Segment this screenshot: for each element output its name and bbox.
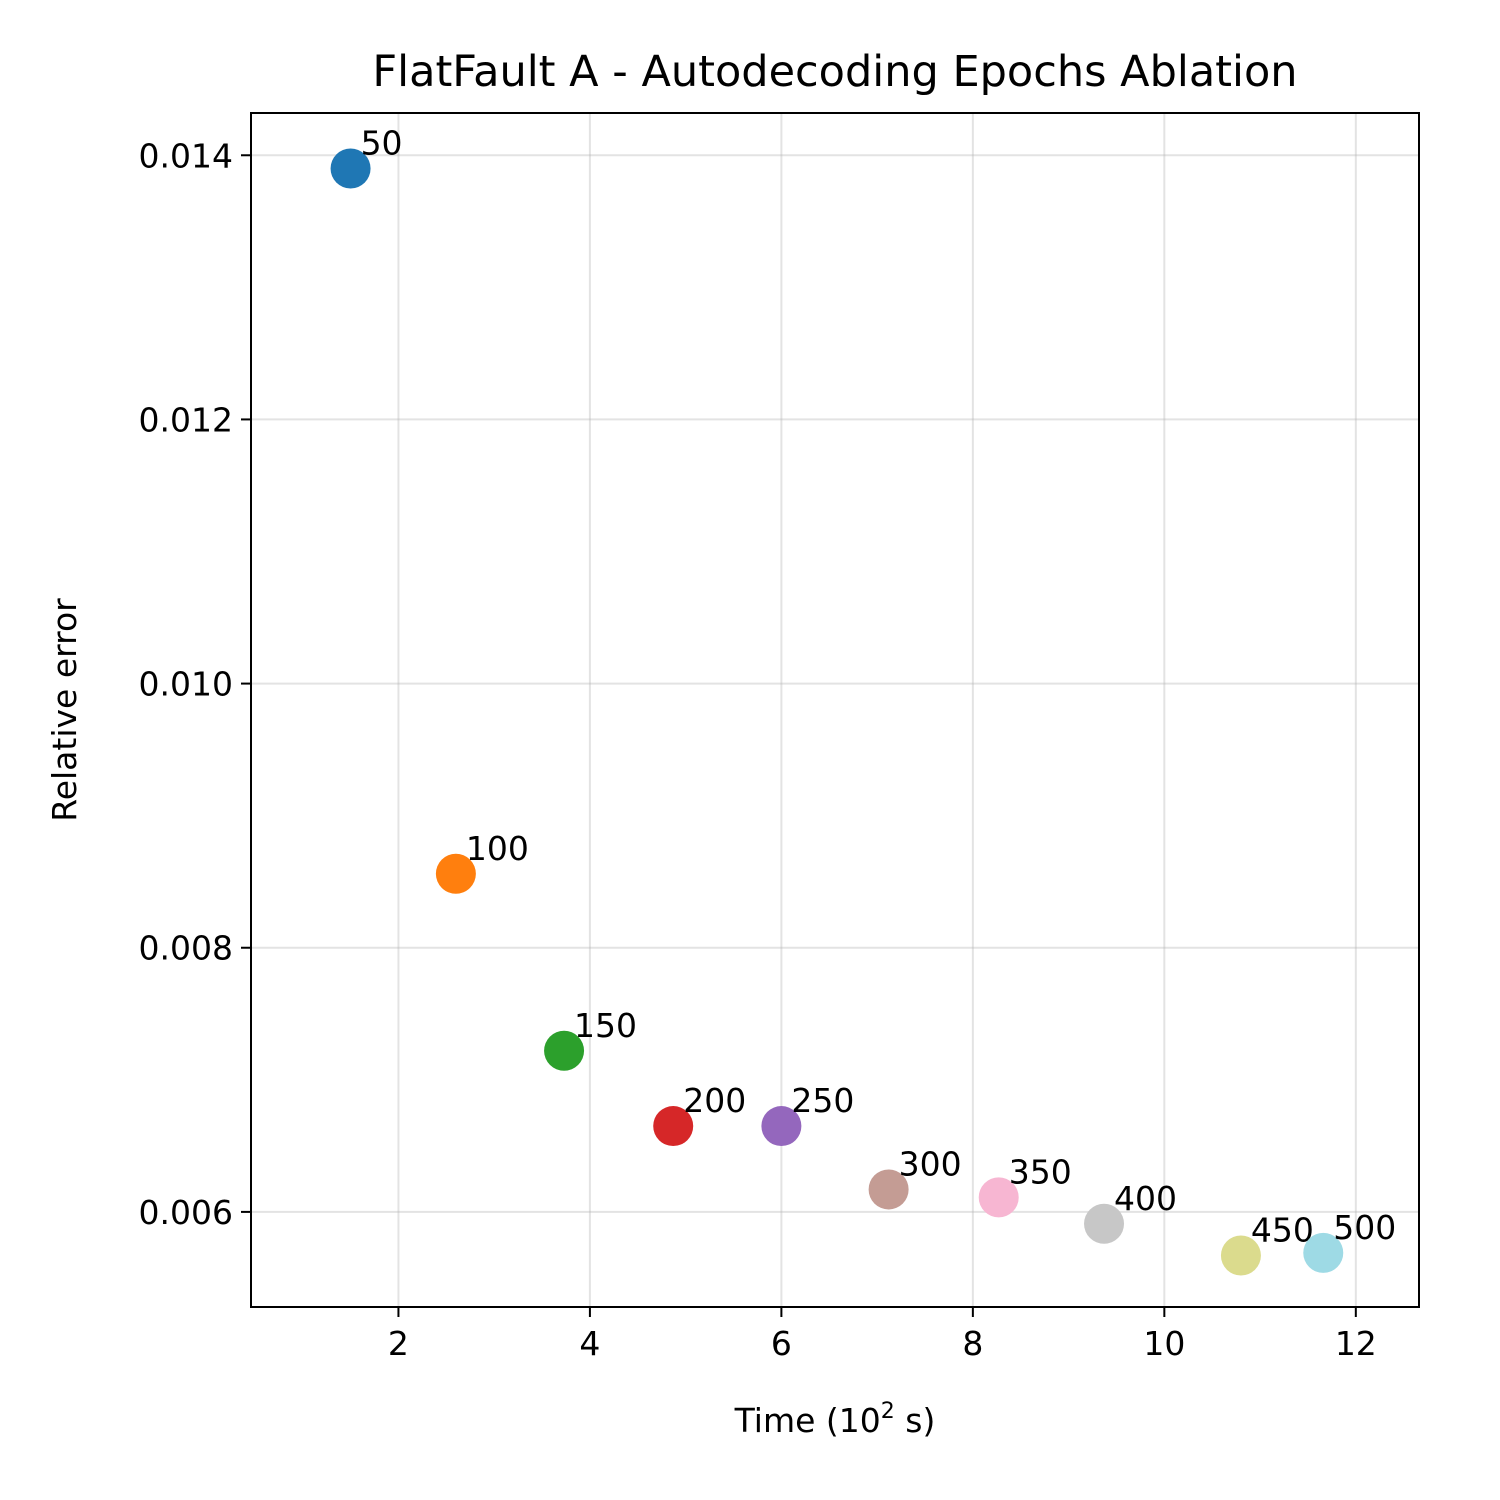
x-tick-label: 12 bbox=[1335, 1324, 1377, 1363]
data-point-500 bbox=[1303, 1232, 1344, 1273]
x-tick-label: 8 bbox=[962, 1324, 983, 1363]
data-point-100 bbox=[435, 853, 476, 894]
grid-lines bbox=[251, 113, 1419, 1307]
x-axis-label-suffix: s) bbox=[895, 1401, 936, 1440]
x-axis-label-superscript: 2 bbox=[881, 1399, 895, 1424]
data-point-label-500: 500 bbox=[1333, 1208, 1396, 1247]
x-tick-label: 10 bbox=[1143, 1324, 1185, 1363]
y-axis-ticks: 0.006 0.008 0.010 0.012 0.014 bbox=[139, 136, 251, 1232]
data-point-300 bbox=[868, 1169, 909, 1210]
plot-frame bbox=[250, 112, 1420, 1308]
data-point-label-250: 250 bbox=[791, 1081, 854, 1120]
y-tick-label: 0.014 bbox=[139, 136, 233, 175]
data-point-label-100: 100 bbox=[466, 829, 529, 868]
data-point-label-300: 300 bbox=[899, 1144, 962, 1183]
x-axis-label: Time (102 s) bbox=[734, 1399, 936, 1440]
data-point-400 bbox=[1084, 1203, 1125, 1244]
data-point-label-50: 50 bbox=[361, 123, 403, 162]
x-tick-label: 4 bbox=[579, 1324, 600, 1363]
data-point-150 bbox=[544, 1030, 585, 1071]
y-tick-label: 0.012 bbox=[139, 400, 233, 439]
data-point-450 bbox=[1220, 1235, 1261, 1276]
y-tick-label: 0.010 bbox=[139, 665, 233, 704]
data-point-label-150: 150 bbox=[574, 1006, 637, 1045]
data-point-label-350: 350 bbox=[1009, 1152, 1072, 1191]
x-axis-label-main: Time (10 bbox=[734, 1401, 881, 1440]
y-tick-label: 0.008 bbox=[139, 929, 233, 968]
data-point-250 bbox=[761, 1106, 802, 1147]
x-axis-ticks: 2 4 6 8 10 12 bbox=[388, 1307, 1377, 1363]
chart-title: FlatFault A - Autodecoding Epochs Ablati… bbox=[372, 47, 1297, 97]
data-point-200 bbox=[653, 1106, 694, 1147]
data-point-50 bbox=[330, 148, 371, 189]
data-point-label-400: 400 bbox=[1114, 1179, 1177, 1218]
y-tick-label: 0.006 bbox=[139, 1193, 233, 1232]
data-points: 50 100 150 200 250 300 350 400 450 500 bbox=[330, 123, 1396, 1276]
x-tick-label: 2 bbox=[388, 1324, 409, 1363]
data-point-label-450: 450 bbox=[1251, 1210, 1314, 1249]
data-point-350 bbox=[978, 1177, 1019, 1218]
x-tick-label: 6 bbox=[771, 1324, 792, 1363]
data-point-label-200: 200 bbox=[683, 1081, 746, 1120]
y-axis-label: Relative error bbox=[45, 598, 84, 822]
